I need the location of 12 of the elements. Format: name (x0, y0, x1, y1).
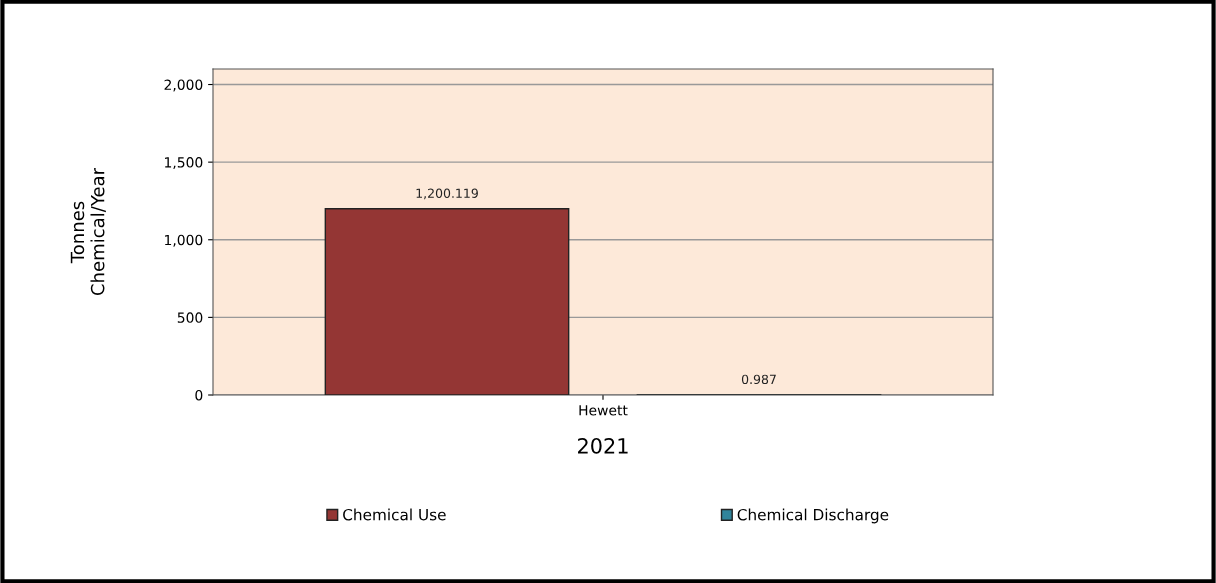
y-axis-title: Tonnes Chemical/Year (70, 167, 106, 296)
y-tick-label: 500 (177, 312, 203, 323)
legend-label: Chemical Use (343, 508, 446, 521)
text: 1,200.119 (416, 188, 478, 200)
x-axis-title: 2021 (578, 437, 628, 454)
legend-label: Chemical Discharge (737, 508, 889, 524)
y-tick-label: 1,500 (165, 157, 203, 170)
y-tick-label: 2,000 (164, 79, 203, 92)
x-tick-label: Hewett (579, 405, 628, 416)
y-tick-label: 0 (195, 389, 203, 401)
text: 0.987 (741, 374, 776, 385)
y-tick-label: 1,000 (165, 234, 203, 247)
